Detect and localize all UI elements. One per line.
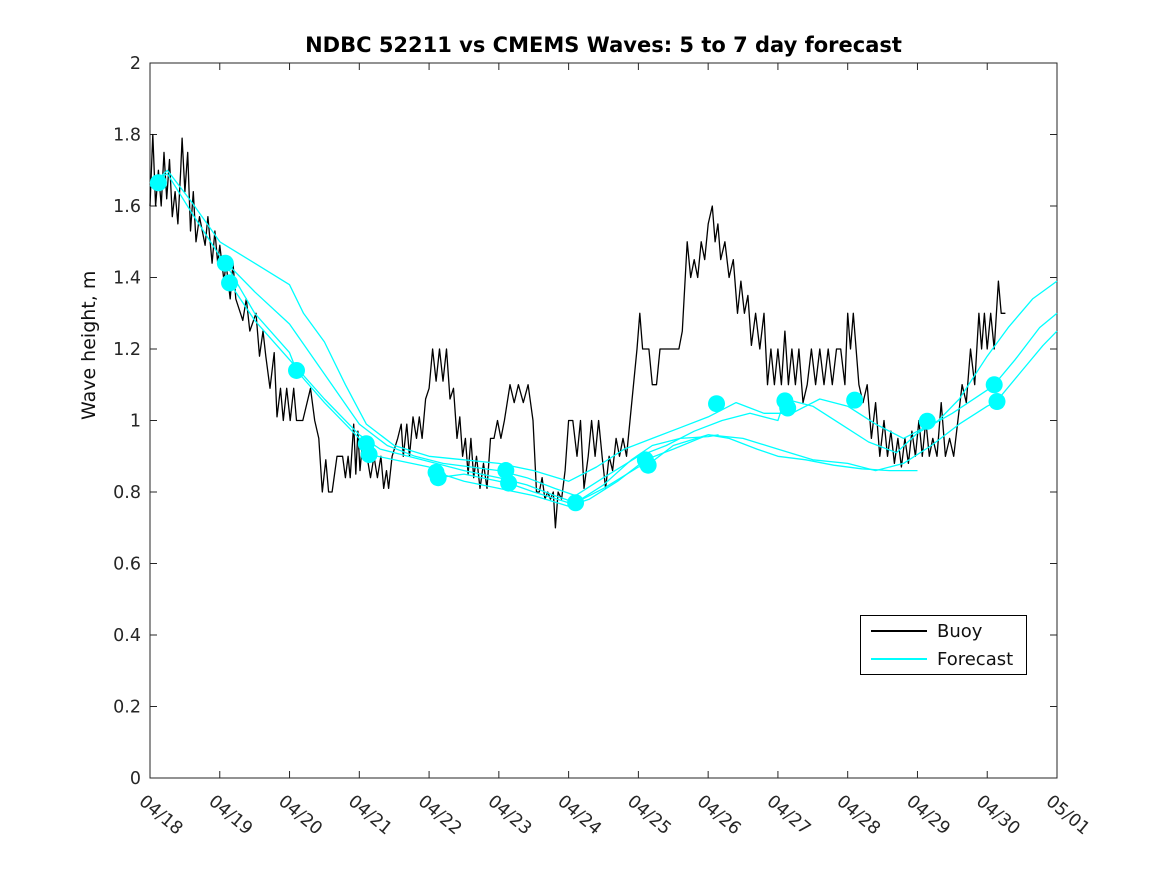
y-tick-label: 1.4 xyxy=(113,269,141,289)
forecast-start-marker xyxy=(149,174,167,192)
buoy-line-sample xyxy=(871,630,927,632)
forecast-start-marker xyxy=(639,456,657,474)
forecast-start-marker xyxy=(567,494,585,512)
y-tick-label: 1 xyxy=(130,412,141,432)
x-tick-label: 05/01 xyxy=(1042,792,1093,840)
forecast-series-line xyxy=(228,282,719,504)
y-tick-label: 0.2 xyxy=(113,698,141,718)
x-tick-label: 04/20 xyxy=(274,792,325,840)
x-tick-label: 04/22 xyxy=(414,792,465,840)
forecast-start-marker xyxy=(288,361,306,379)
x-tick-label: 04/24 xyxy=(553,792,604,840)
y-tick-label: 1.8 xyxy=(113,126,141,146)
forecast-start-marker xyxy=(779,399,797,417)
y-tick-label: 1.2 xyxy=(113,340,141,360)
chart-title: NDBC 52211 vs CMEMS Waves: 5 to 7 day fo… xyxy=(305,33,902,57)
forecast-start-marker xyxy=(221,274,239,292)
y-tick-label: 2 xyxy=(130,54,141,74)
legend-label-forecast: Forecast xyxy=(937,648,1014,670)
forecast-start-marker xyxy=(988,393,1006,411)
x-tick-label: 04/29 xyxy=(902,792,953,840)
legend-label-buoy: Buoy xyxy=(937,620,983,642)
forecast-line-sample xyxy=(871,658,927,660)
forecast-start-marker xyxy=(429,469,447,487)
forecast-start-marker xyxy=(985,376,1003,394)
x-tick-label: 04/21 xyxy=(344,792,395,840)
x-tick-label: 04/26 xyxy=(693,792,744,840)
legend-entry-buoy: Buoy xyxy=(861,618,1026,644)
x-tick-label: 04/23 xyxy=(484,792,535,840)
x-tick-label: 04/25 xyxy=(623,792,674,840)
x-tick-label: 04/28 xyxy=(832,792,883,840)
x-tick-label: 04/27 xyxy=(763,792,814,840)
x-tick-label: 04/30 xyxy=(972,792,1023,840)
legend-entry-forecast: Forecast xyxy=(861,646,1026,672)
forecast-start-marker xyxy=(500,474,518,492)
y-tick-label: 0 xyxy=(130,769,141,789)
y-tick-label: 1.6 xyxy=(113,197,141,217)
y-tick-label: 0.8 xyxy=(113,483,141,503)
forecast-start-marker xyxy=(216,254,234,272)
x-tick-label: 04/19 xyxy=(205,792,256,840)
forecast-start-marker xyxy=(360,445,378,463)
y-tick-label: 0.6 xyxy=(113,555,141,575)
x-tick-label: 04/18 xyxy=(135,792,186,840)
forecast-series-line xyxy=(149,169,1058,482)
forecast-start-marker xyxy=(918,412,936,430)
forecast-start-marker xyxy=(708,395,726,413)
buoy-series-line xyxy=(149,133,1006,529)
legend-box: Buoy Forecast xyxy=(860,615,1027,675)
forecast-series-line xyxy=(435,434,918,507)
y-tick-label: 0.4 xyxy=(113,626,141,646)
forecast-start-marker xyxy=(846,391,864,409)
